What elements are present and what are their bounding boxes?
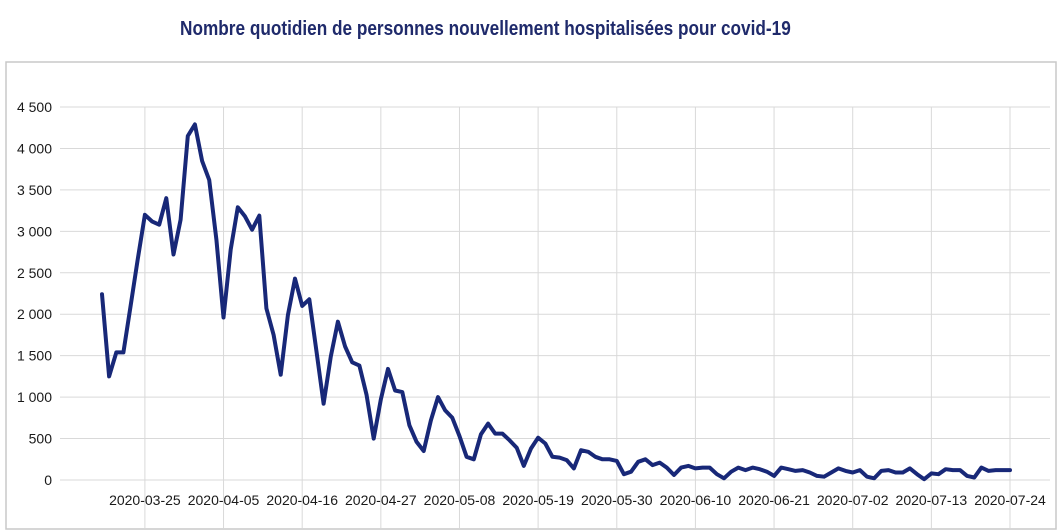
vertical-gridlines [144, 107, 1011, 528]
y-tick-label: 1 500 [17, 348, 52, 364]
series-group [100, 122, 1012, 482]
y-tick-label: 500 [29, 431, 53, 447]
y-axis-tick-labels: 0 500 1 000 1 500 2 000 2 500 3 000 3 500 4 000 4… [17, 99, 52, 488]
x-tick-label: 2020-05-08 [424, 492, 496, 508]
x-axis-tick-labels: 2020-03-25 2020-04-05 2020-04-16 2020-04-27… [109, 492, 1046, 508]
x-tick-label: 2020-06-10 [660, 492, 732, 508]
y-tick-label: 2 500 [17, 265, 52, 281]
y-tick-label: 1 000 [17, 389, 52, 405]
x-tick-label: 2020-07-13 [896, 492, 968, 508]
y-tick-label: 3 000 [17, 223, 52, 239]
y-tick-label: 2 000 [17, 306, 52, 322]
plot-border [5, 61, 1057, 530]
y-tick-label: 3 500 [17, 182, 52, 198]
x-tick-label: 2020-05-19 [502, 492, 574, 508]
series-line-0 [100, 122, 1012, 482]
x-tick-label: 2020-06-21 [738, 492, 810, 508]
x-tick-label: 2020-04-27 [345, 492, 417, 508]
y-tick-label: 0 [44, 472, 52, 488]
x-tick-label: 2020-04-05 [188, 492, 260, 508]
y-tick-label: 4 500 [17, 99, 52, 115]
horizontal-gridlines [60, 106, 1050, 481]
plot-frame [5, 61, 1057, 530]
x-tick-label: 2020-07-02 [817, 492, 889, 508]
x-tick-label: 2020-03-25 [109, 492, 181, 508]
x-tick-label: 2020-04-16 [266, 492, 338, 508]
x-tick-label: 2020-07-24 [974, 492, 1046, 508]
y-tick-label: 4 000 [17, 140, 52, 156]
chart-title: Nombre quotidien de personnes nouvelleme… [180, 18, 791, 40]
x-tick-label: 2020-05-30 [581, 492, 653, 508]
